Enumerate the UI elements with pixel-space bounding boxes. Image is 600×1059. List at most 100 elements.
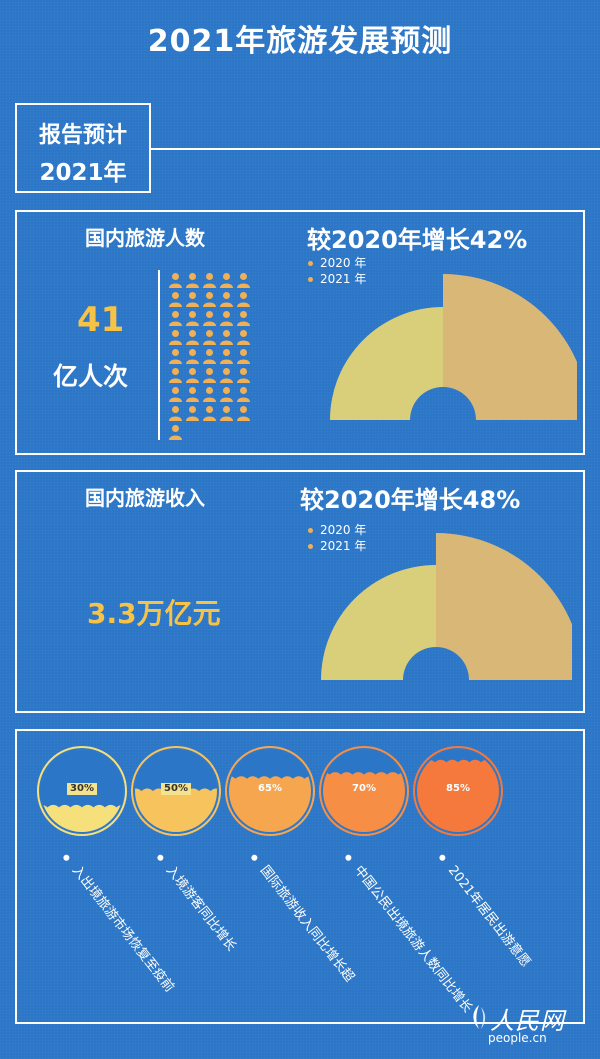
revenue-legend: 2020 年 2021 年 [308,522,366,554]
person-icon [237,330,250,345]
bubble-caption: 2021年居民出游意愿 [435,848,536,970]
person-icon [203,330,216,345]
legend-label: 2020 年 [320,256,367,270]
caption-dot [156,853,165,862]
sector-2021 [436,533,572,680]
bubble-percent: 70% [352,783,376,794]
caption-text: 入境游客同比增长 [162,863,239,955]
caption-text: 国际旅游收入同比增长超 [256,863,357,986]
logo-name: 人民网 [490,1007,565,1035]
divider-line [158,270,160,440]
caption-text: 2021年居民出游意愿 [444,863,534,971]
caption-dot [62,853,71,862]
person-icon [169,406,182,421]
person-icon [169,330,182,345]
person-icon [220,368,233,383]
person-icon [203,292,216,307]
person-icon [169,387,182,402]
person-icon [237,368,250,383]
people-icon-grid [167,272,252,441]
person-icon [237,292,250,307]
indicator-bubble: 30% [36,745,128,837]
person-icon [186,368,199,383]
person-icon [237,387,250,402]
indicator-bubble: 70% [318,745,410,837]
indicator-bubble: 50% [130,745,222,837]
person-icon [220,273,233,288]
person-icon [237,273,250,288]
legend-item-2020: 2020 年 [308,522,366,538]
person-icon [186,292,199,307]
person-icon [220,387,233,402]
person-icon [186,406,199,421]
sector-2020 [330,307,443,420]
person-icon [220,292,233,307]
revenue-growth: 较2020年增长48% [300,486,521,514]
wave-fill [323,772,405,832]
sector-2021 [443,274,577,420]
person-icon [220,406,233,421]
person-icon [186,330,199,345]
visitors-semicircle-chart [330,274,577,420]
revenue-semicircle-chart [321,533,572,680]
domestic-revenue-panel: 国内旅游收入 较2020年增长48% 2020 年 2021 年 3.3万亿元 [15,470,585,713]
visitors-number: 41 [77,300,125,340]
person-icon [186,273,199,288]
caption-dot [250,853,259,862]
visitors-unit: 亿人次 [53,362,129,391]
revenue-value: 3.3万亿元 [87,597,221,630]
legend-item-2020: 2020 年 [308,255,366,271]
person-icon [169,292,182,307]
bubble-caption: 入境游客同比增长 [153,848,242,954]
bubble-percent: 30% [67,783,97,795]
person-icon [203,349,216,364]
report-divider [151,148,600,150]
legend-item-2021: 2021 年 [308,271,366,287]
person-icon [203,273,216,288]
forecast-indicators-panel: 30% 入出境旅游市场恢复至疫前 50% 入境游客同比增长 65% 国际旅游收入同比增长超… [15,729,585,1024]
person-icon [186,349,199,364]
bubble-percent: 65% [258,783,282,794]
wave-fill [135,788,217,832]
page-title: 2021年旅游发展预测 [147,24,453,59]
sector-2020 [321,565,436,680]
person-icon [203,311,216,326]
report-line1: 报告预计 [38,123,127,148]
person-icon [220,330,233,345]
caption-dot [344,853,353,862]
indicator-bubble: 65% [224,745,316,837]
people-cn-logo: 人民网 people.cn [468,1001,588,1049]
bubble-graphic [413,746,503,836]
person-icon [169,368,182,383]
bubble-graphic [319,746,409,836]
domestic-visitors-panel: 国内旅游人数 较2020年增长42% 2020 年 2021 年 41 亿人次 [15,210,585,455]
person-icon [186,387,199,402]
person-icon [237,349,250,364]
bubble-caption: 国际旅游收入同比增长超 [247,848,360,985]
person-icon [169,311,182,326]
person-icon [169,425,182,440]
person-icon [203,368,216,383]
legend-dot [308,543,313,549]
visitors-legend: 2020 年 2021 年 [308,255,366,287]
person-icon [237,406,250,421]
legend-dot [308,276,313,282]
legend-label: 2020 年 [320,523,367,537]
wave-fill [417,759,499,832]
legend-dot [308,260,313,266]
person-icon [186,311,199,326]
indicator-bubble: 85% [412,745,504,837]
person-icon [220,349,233,364]
bubble-percent: 85% [446,783,470,794]
caption-dot [438,853,447,862]
person-icon [203,387,216,402]
visitors-heading: 国内旅游人数 [85,226,205,250]
report-line2: 2021年 [39,160,127,186]
logo-url: people.cn [488,1031,547,1045]
person-icon [169,273,182,288]
person-icon [203,406,216,421]
bubble-percent: 50% [161,783,191,795]
visitors-growth: 较2020年增长42% [307,226,528,254]
revenue-heading: 国内旅游收入 [85,486,205,510]
